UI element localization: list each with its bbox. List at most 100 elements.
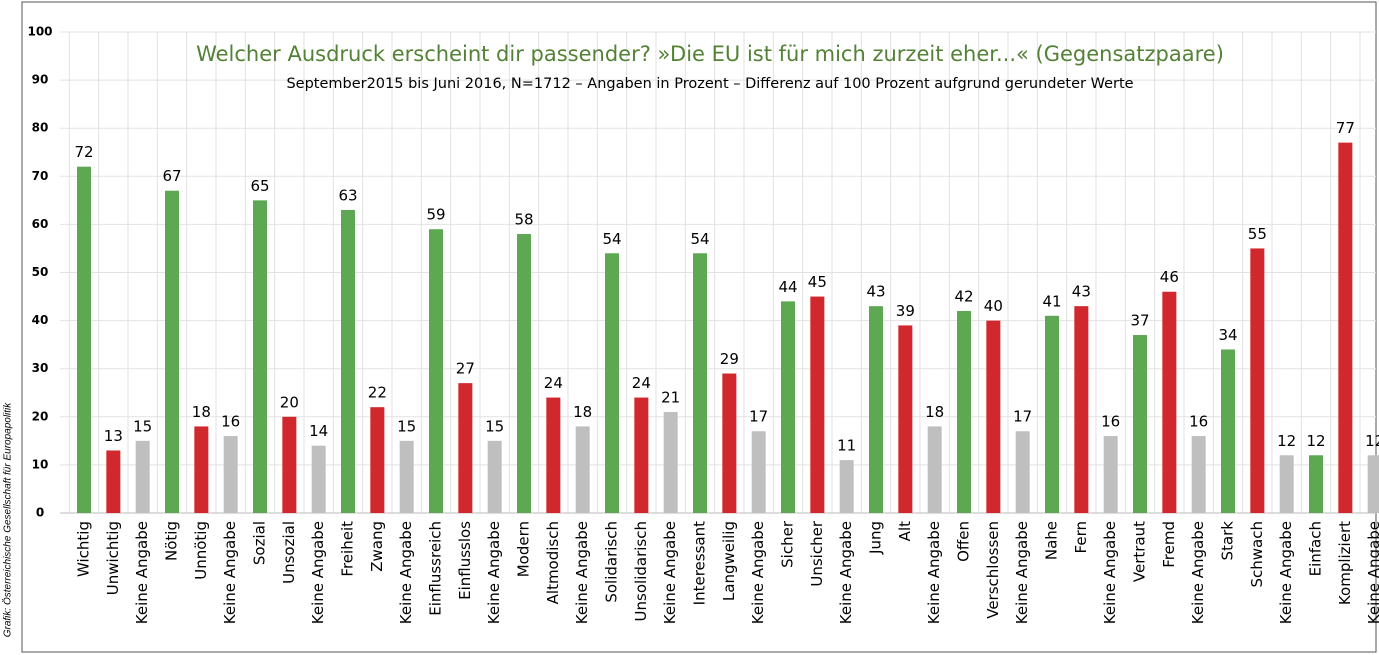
bar [106,450,121,513]
x-tick-label: Einflussreich [427,521,445,616]
x-tick-label: Unnötig [192,521,210,580]
bar [1074,306,1089,513]
value-label: 12 [1277,432,1296,450]
x-tick-label: Unsozial [280,521,298,584]
bar [1279,455,1294,513]
value-label: 44 [778,278,797,296]
value-label: 18 [573,403,592,421]
value-label: 34 [1218,326,1237,344]
bar [1045,315,1059,513]
value-label: 21 [661,388,680,406]
value-label: 65 [250,177,269,195]
value-label: 43 [866,283,885,301]
bar [1338,142,1353,513]
value-label: 13 [104,427,123,445]
bar [927,426,942,513]
x-tick-label: Fremd [1160,521,1178,568]
x-tick-label: Unsolidarisch [632,521,650,621]
value-label: 42 [954,287,973,305]
x-tick-label: Jung [867,521,885,555]
bar [634,397,649,513]
value-label: 12 [1306,432,1325,450]
value-label: 20 [280,393,299,411]
bar [1221,349,1235,513]
bar [223,436,238,513]
value-label: 15 [133,417,152,435]
bar [1015,431,1030,513]
bar [663,411,678,513]
bar [1162,291,1177,513]
y-tick-label: 90 [32,73,49,87]
x-tick-label: Keine Angabe [485,521,503,624]
x-tick-label: Keine Angabe [221,521,239,624]
x-tick-label: Keine Angabe [1277,521,1295,624]
x-tick-label: Langweilig [720,521,738,601]
value-label: 43 [1072,283,1091,301]
x-tick-label: Kompliziert [1336,521,1354,605]
bar [517,234,531,513]
bar [77,166,91,513]
bar [839,460,854,513]
x-tick-label: Schwach [1248,521,1266,588]
bar [282,416,297,513]
x-tick-label: Unwichtig [104,521,122,595]
y-tick-label: 30 [32,361,49,375]
value-label: 41 [1042,292,1061,310]
x-tick-label: Freiheit [339,521,357,577]
value-label: 16 [1189,413,1208,431]
bar [487,440,502,513]
x-tick-label: Fern [1072,521,1090,553]
bar [429,229,443,513]
bar [575,426,590,513]
x-tick-label: Keine Angabe [925,521,943,624]
source: Grafik: Österreichische Gesellschaft für… [2,402,14,638]
bar [370,407,385,513]
value-label: 17 [749,408,768,426]
y-tick-label: 80 [32,121,49,135]
chart-title: Welcher Ausdruck erscheint dir passender… [196,42,1224,66]
bar [781,301,795,513]
y-tick-label: 60 [32,217,49,231]
value-label: 24 [544,374,563,392]
value-label: 37 [1130,312,1149,330]
bar [1191,436,1206,513]
value-label: 16 [221,413,240,431]
value-label: 14 [309,422,328,440]
value-label: 46 [1160,268,1179,286]
value-label: 39 [896,302,915,320]
bar [341,209,355,513]
x-tick-label: Keine Angabe [309,521,327,624]
bar [869,306,883,513]
x-tick-label: Keine Angabe [661,521,679,624]
frame [21,1,1377,653]
value-label: 15 [397,417,416,435]
value-label: 67 [162,167,181,185]
x-tick-label: Wichtig [75,521,93,577]
value-label: 16 [1101,413,1120,431]
x-tick-label: Altmodisch [544,521,562,604]
bar [722,373,737,513]
x-tick-label: Nahe [1043,521,1061,560]
x-tick-label: Keine Angabe [837,521,855,624]
x-tick-label: Einflusslos [456,521,474,600]
x-tick-label: Keine Angabe [1365,521,1379,624]
bar [1133,335,1147,513]
bar [165,190,179,514]
x-tick-label: Einfach [1307,521,1325,576]
y-tick-label: 10 [32,457,49,471]
x-tick-label: Modern [515,521,533,577]
bar [986,320,1001,513]
x-tick-label: Sicher [779,520,797,568]
x-tick-label: Sozial [251,521,269,565]
value-label: 12 [1365,432,1379,450]
bar [311,445,326,513]
x-tick-label: Alt [896,521,914,541]
chart-subtitle: September2015 bis Juni 2016, N=1712 – An… [286,76,1133,92]
x-tick-label: Interessant [691,521,709,605]
bar [693,253,707,513]
y-tick-label: 70 [32,169,49,183]
bar [135,440,150,513]
x-tick-label: Nötig [163,521,181,561]
x-tick-label: Solidarisch [603,521,621,603]
x-tick-label: Keine Angabe [397,521,415,624]
